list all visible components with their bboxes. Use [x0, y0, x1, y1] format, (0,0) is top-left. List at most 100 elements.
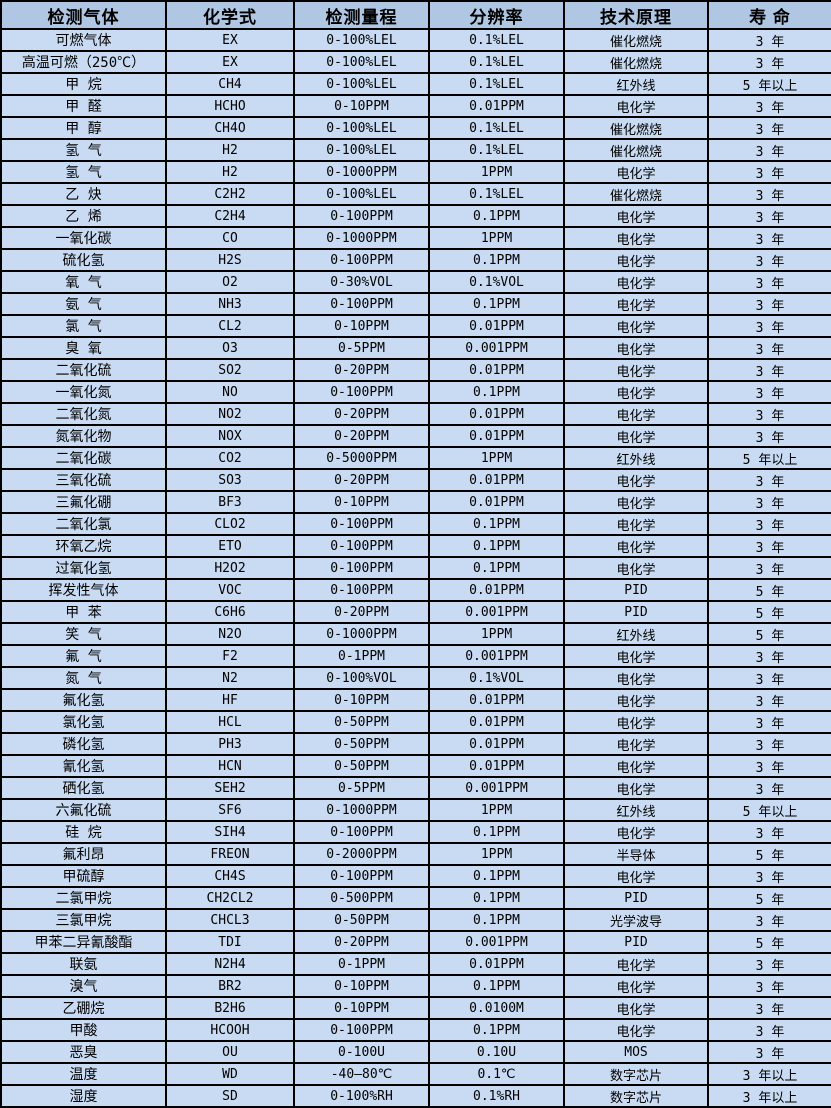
cell-range: 0-5PPM — [293, 776, 430, 800]
cell-range: 0-100PPM — [293, 512, 430, 536]
cell-formula: HCN — [165, 754, 295, 778]
cell-formula: BR2 — [165, 974, 295, 998]
cell-gas: 环氧乙烷 — [0, 534, 167, 558]
cell-formula: PH3 — [165, 732, 295, 756]
cell-lifespan: 3 年 — [707, 116, 831, 140]
cell-resolution: 0.01PPM — [428, 688, 565, 712]
cell-range: 0-1PPM — [293, 644, 430, 668]
cell-principle: 电化学 — [563, 512, 709, 536]
cell-principle: 电化学 — [563, 358, 709, 382]
cell-gas: 二氧化氯 — [0, 512, 167, 536]
cell-range: 0-1000PPM — [293, 622, 430, 646]
column-header-resolution: 分辨率 — [428, 0, 565, 30]
cell-gas: 氢 气 — [0, 138, 167, 162]
cell-range: 0-100%LEL — [293, 28, 430, 52]
cell-resolution: 0.01PPM — [428, 490, 565, 514]
cell-formula: TDI — [165, 930, 295, 954]
column-header-gas: 检测气体 — [0, 0, 167, 30]
table-row: 氮氧化物 NOX 0-20PPM 0.01PPM 电化学 3 年 — [0, 424, 831, 448]
cell-gas: 高温可燃（250℃） — [0, 50, 167, 74]
cell-principle: 电化学 — [563, 314, 709, 338]
table-row: 氰化氢 HCN 0-50PPM 0.01PPM 电化学 3 年 — [0, 754, 831, 778]
cell-resolution: 0.10U — [428, 1040, 565, 1064]
cell-principle: 电化学 — [563, 248, 709, 272]
cell-gas: 硒化氢 — [0, 776, 167, 800]
cell-lifespan: 3 年 — [707, 666, 831, 690]
cell-resolution: 0.1PPM — [428, 292, 565, 316]
table-row: 甲 烷 CH4 0-100%LEL 0.1%LEL 红外线 5 年以上 — [0, 72, 831, 96]
cell-gas: 三氯甲烷 — [0, 908, 167, 932]
cell-lifespan: 5 年以上 — [707, 446, 831, 470]
cell-range: 0-50PPM — [293, 908, 430, 932]
cell-gas: 甲 醇 — [0, 116, 167, 140]
table-row: 氟化氢 HF 0-10PPM 0.01PPM 电化学 3 年 — [0, 688, 831, 712]
cell-principle: 电化学 — [563, 226, 709, 250]
column-header-formula: 化学式 — [165, 0, 295, 30]
table-row: 三氟化硼 BF3 0-10PPM 0.01PPM 电化学 3 年 — [0, 490, 831, 514]
column-header-lifespan: 寿 命 — [707, 0, 831, 30]
cell-range: 0-20PPM — [293, 468, 430, 492]
cell-formula: F2 — [165, 644, 295, 668]
cell-formula: VOC — [165, 578, 295, 602]
table-row: 氟 气 F2 0-1PPM 0.001PPM 电化学 3 年 — [0, 644, 831, 668]
table-row: 甲硫醇 CH4S 0-100PPM 0.1PPM 电化学 3 年 — [0, 864, 831, 888]
table-row: 硫化氢 H2S 0-100PPM 0.1PPM 电化学 3 年 — [0, 248, 831, 272]
cell-range: 0-10PPM — [293, 688, 430, 712]
cell-gas: 氟化氢 — [0, 688, 167, 712]
cell-lifespan: 3 年 — [707, 204, 831, 228]
cell-formula: SF6 — [165, 798, 295, 822]
table-row: 乙 炔 C2H2 0-100%LEL 0.1%LEL 催化燃烧 3 年 — [0, 182, 831, 206]
cell-gas: 湿度 — [0, 1084, 167, 1108]
cell-resolution: 0.1PPM — [428, 512, 565, 536]
cell-gas: 三氟化硼 — [0, 490, 167, 514]
cell-lifespan: 3 年 — [707, 226, 831, 250]
cell-lifespan: 3 年 — [707, 820, 831, 844]
cell-range: 0-100PPM — [293, 534, 430, 558]
cell-principle: 催化燃烧 — [563, 28, 709, 52]
cell-principle: 电化学 — [563, 94, 709, 118]
cell-resolution: 0.1%LEL — [428, 28, 565, 52]
cell-principle: 电化学 — [563, 688, 709, 712]
cell-lifespan: 3 年 — [707, 468, 831, 492]
cell-range: 0-30%VOL — [293, 270, 430, 294]
cell-principle: PID — [563, 600, 709, 624]
cell-formula: CLO2 — [165, 512, 295, 536]
cell-formula: O2 — [165, 270, 295, 294]
cell-gas: 甲苯二异氰酸酯 — [0, 930, 167, 954]
cell-lifespan: 3 年 — [707, 160, 831, 184]
cell-formula: NO — [165, 380, 295, 404]
cell-resolution: 1PPM — [428, 798, 565, 822]
cell-formula: SIH4 — [165, 820, 295, 844]
cell-resolution: 0.1%VOL — [428, 270, 565, 294]
cell-resolution: 0.001PPM — [428, 644, 565, 668]
cell-range: 0-1000PPM — [293, 226, 430, 250]
cell-resolution: 0.001PPM — [428, 776, 565, 800]
cell-lifespan: 3 年 — [707, 1018, 831, 1042]
cell-resolution: 0.01PPM — [428, 94, 565, 118]
cell-lifespan: 3 年 — [707, 534, 831, 558]
cell-range: 0-20PPM — [293, 600, 430, 624]
cell-resolution: 1PPM — [428, 842, 565, 866]
cell-formula: CH4O — [165, 116, 295, 140]
cell-range: 0-20PPM — [293, 930, 430, 954]
cell-lifespan: 3 年 — [707, 996, 831, 1020]
cell-gas: 联氨 — [0, 952, 167, 976]
cell-gas: 氟 气 — [0, 644, 167, 668]
cell-lifespan: 3 年 — [707, 710, 831, 734]
cell-lifespan: 3 年 — [707, 754, 831, 778]
cell-range: 0-1000PPM — [293, 160, 430, 184]
cell-gas: 六氟化硫 — [0, 798, 167, 822]
cell-range: 0-100PPM — [293, 578, 430, 602]
cell-lifespan: 3 年 — [707, 138, 831, 162]
cell-resolution: 0.001PPM — [428, 336, 565, 360]
cell-range: 0-500PPM — [293, 886, 430, 910]
table-row: 氢 气 H2 0-100%LEL 0.1%LEL 催化燃烧 3 年 — [0, 138, 831, 162]
cell-resolution: 0.0100M — [428, 996, 565, 1020]
cell-range: 0-20PPM — [293, 358, 430, 382]
cell-resolution: 0.1PPM — [428, 864, 565, 888]
cell-formula: NOX — [165, 424, 295, 448]
cell-resolution: 0.1PPM — [428, 820, 565, 844]
cell-formula: HCHO — [165, 94, 295, 118]
cell-formula: SO2 — [165, 358, 295, 382]
table-row: 氢 气 H2 0-1000PPM 1PPM 电化学 3 年 — [0, 160, 831, 184]
